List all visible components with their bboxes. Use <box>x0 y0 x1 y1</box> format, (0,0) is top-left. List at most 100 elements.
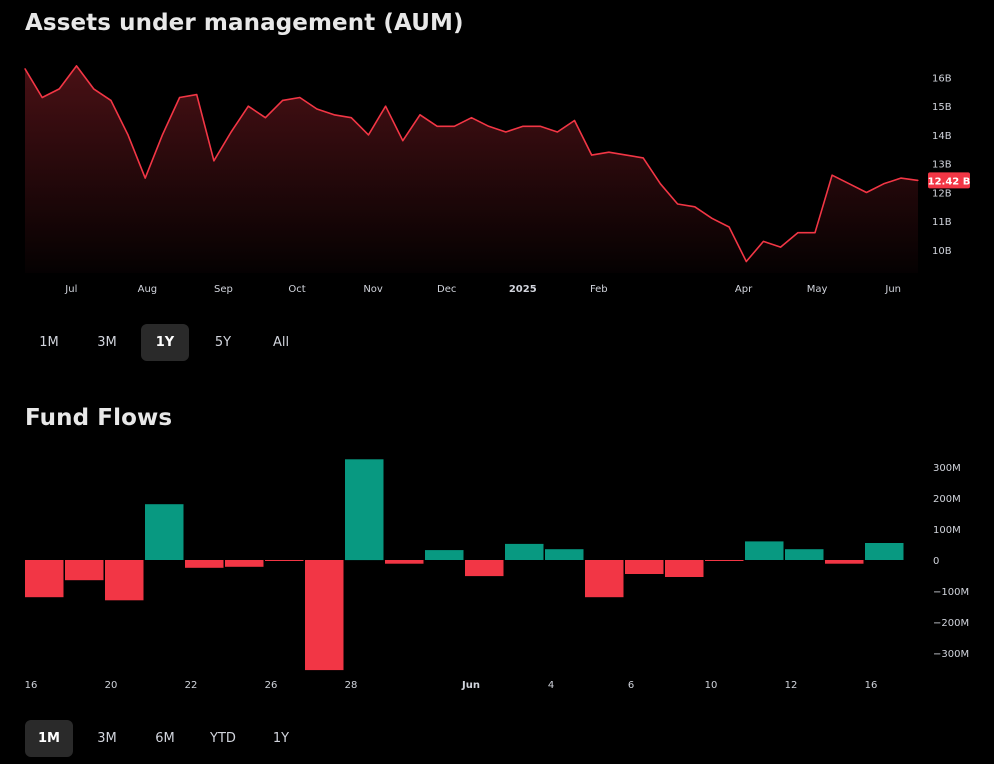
outflow-bar <box>305 560 344 671</box>
aum-data-point <box>917 179 919 181</box>
aum-data-point <box>488 125 490 127</box>
flows-x-tick-label: 22 <box>185 680 198 691</box>
flows-y-tick-label: 200M <box>933 494 961 505</box>
flows-range-1m[interactable]: 1M <box>25 720 73 757</box>
aum-x-tick-label: Aug <box>138 284 158 295</box>
flows-y-tick-label: 0 <box>933 556 939 567</box>
aum-x-tick-label: 2025 <box>509 284 537 295</box>
aum-data-point <box>676 203 679 205</box>
aum-data-point <box>436 125 438 127</box>
aum-data-point <box>522 125 524 127</box>
aum-y-tick-label: 12B <box>932 188 952 199</box>
aum-data-point <box>333 114 335 116</box>
aum-data-point <box>745 260 747 263</box>
aum-data-point <box>247 105 249 107</box>
aum-data-point <box>762 240 765 242</box>
flows-x-tick-label: 16 <box>865 680 878 691</box>
aum-range-all[interactable]: All <box>272 335 290 350</box>
outflow-bar <box>585 560 624 598</box>
flows-x-tick-label: Jun <box>461 680 480 691</box>
aum-x-tick-label: May <box>807 284 828 295</box>
inflow-bar <box>145 504 184 560</box>
aum-range-5y[interactable]: 5Y <box>214 335 232 350</box>
outflow-bar <box>265 560 304 561</box>
aum-area-fill <box>25 65 918 274</box>
aum-y-tick-label: 16B <box>932 73 952 84</box>
aum-data-point <box>299 96 301 99</box>
fund-flows-title: Fund Flows <box>25 405 173 431</box>
aum-x-tick-label: Feb <box>590 284 608 295</box>
inflow-bar <box>545 549 584 560</box>
aum-data-point <box>316 108 318 110</box>
aum-data-point <box>848 183 850 185</box>
aum-data-point <box>505 131 507 133</box>
flows-range-3m[interactable]: 3M <box>97 731 117 746</box>
aum-data-point <box>797 232 799 234</box>
aum-x-tick-label: Jul <box>64 284 77 295</box>
outflow-bar <box>625 560 664 574</box>
aum-y-tick-label: 13B <box>932 160 952 171</box>
aum-data-point <box>419 114 421 116</box>
aum-data-point <box>780 246 782 248</box>
aum-data-point <box>591 154 593 156</box>
inflow-bar <box>745 541 784 560</box>
flows-y-tick-label: 100M <box>933 525 961 536</box>
aum-x-tick-label: Jun <box>884 284 901 295</box>
aum-data-point <box>694 206 696 208</box>
aum-data-point <box>402 140 404 142</box>
aum-data-point <box>213 160 215 162</box>
inflow-bar <box>425 550 464 560</box>
aum-x-tick-label: Nov <box>363 284 383 295</box>
flows-range-ytd[interactable]: YTD <box>210 731 236 746</box>
aum-range-1m[interactable]: 1M <box>39 335 59 350</box>
outflow-bar <box>185 560 224 568</box>
aum-data-point <box>573 119 576 122</box>
outflow-bar <box>65 560 104 581</box>
aum-data-point <box>659 183 662 185</box>
aum-data-point <box>728 226 730 228</box>
aum-data-point <box>110 99 112 101</box>
inflow-bar <box>865 543 904 560</box>
flows-range-1y[interactable]: 1Y <box>272 731 290 746</box>
flows-y-tick-label: −300M <box>933 649 969 660</box>
aum-data-point <box>178 96 181 99</box>
inflow-bar <box>505 543 544 560</box>
aum-data-point <box>900 177 902 179</box>
aum-data-point <box>470 117 473 119</box>
aum-data-point <box>196 94 198 96</box>
aum-range-1y[interactable]: 1Y <box>141 324 189 361</box>
outflow-bar <box>705 560 744 561</box>
aum-last-value-badge <box>928 172 970 189</box>
outflow-bar <box>225 560 264 567</box>
outflow-bar <box>465 560 504 577</box>
aum-data-point <box>41 96 43 99</box>
aum-area-chart: 10B 11B 12B 13B 14B 15B 16B 12.42 B Jul Aug Sep Oct… <box>24 65 971 295</box>
aum-data-point <box>24 68 26 70</box>
flows-y-tick-label: −100M <box>933 587 969 598</box>
aum-x-tick-label: Apr <box>735 284 753 295</box>
aum-data-point <box>93 88 95 90</box>
aum-data-point <box>161 134 163 136</box>
flows-range-selector: 1M 3M 6M YTD 1Y <box>25 720 305 757</box>
aum-data-point <box>539 125 541 127</box>
outflow-bar <box>105 560 144 601</box>
aum-y-tick-label: 15B <box>932 102 952 113</box>
aum-last-value-label: 12.42 B <box>928 176 971 187</box>
flows-range-6m[interactable]: 6M <box>155 731 175 746</box>
aum-data-point <box>367 134 370 136</box>
aum-data-point <box>230 131 232 133</box>
aum-x-tick-label: Dec <box>437 284 456 295</box>
flows-x-tick-label: 4 <box>548 680 554 691</box>
outflow-bar <box>665 560 704 577</box>
aum-x-tick-label: Oct <box>288 284 305 295</box>
outflow-bar <box>25 560 64 598</box>
aum-data-point <box>625 154 627 156</box>
flows-x-tick-label: 10 <box>705 680 718 691</box>
aum-data-point <box>453 125 455 127</box>
aum-y-tick-label: 10B <box>932 246 952 257</box>
flows-x-tick-label: 20 <box>105 680 118 691</box>
aum-data-point <box>642 157 644 159</box>
aum-range-3m[interactable]: 3M <box>97 335 117 350</box>
aum-data-point <box>711 217 713 219</box>
outflow-bar <box>385 560 424 564</box>
